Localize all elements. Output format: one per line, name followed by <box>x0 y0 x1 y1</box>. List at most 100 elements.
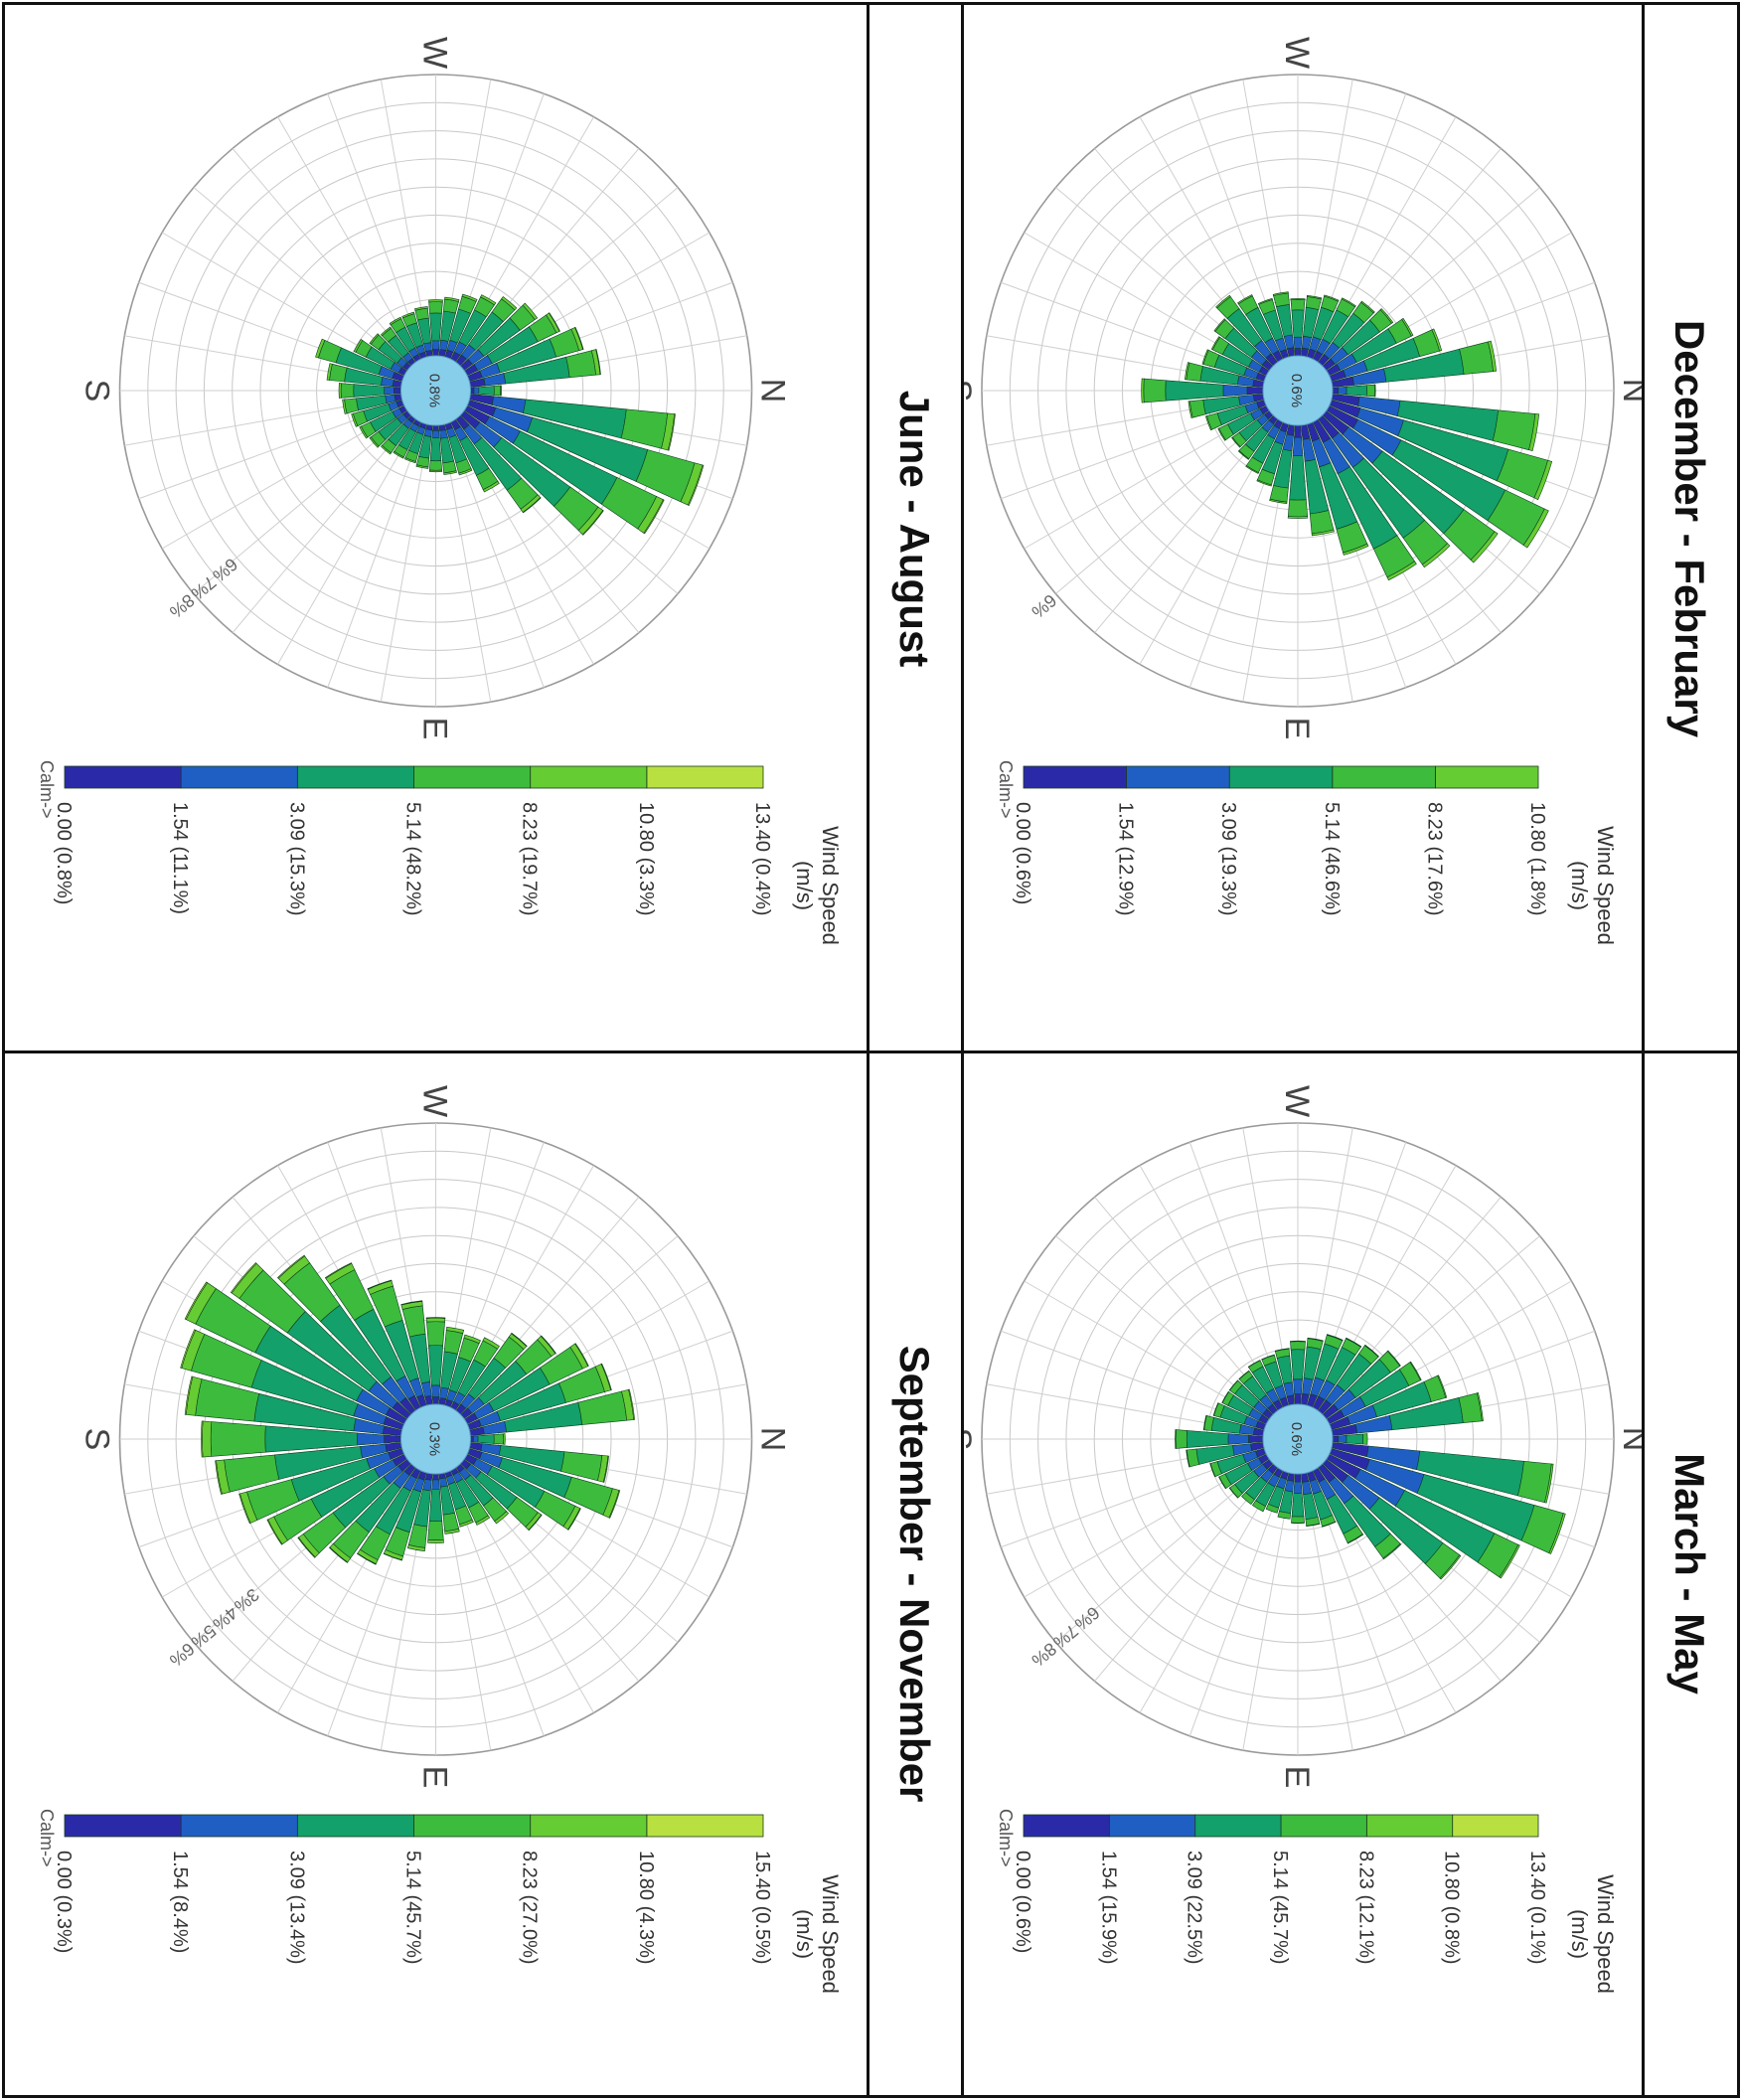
compass-label-w: W <box>416 37 454 69</box>
rose-bar-segment <box>353 338 364 353</box>
rose-bar-segment <box>1231 436 1241 448</box>
legend-entry: 1.54 (12.9%) <box>1115 802 1137 916</box>
legend-color-band <box>180 1814 298 1838</box>
rose-bar-segment <box>1143 378 1167 404</box>
rose-bar-segment <box>315 338 326 359</box>
rose-bar-segment <box>428 301 443 314</box>
legend-color-band <box>64 765 182 789</box>
rose-bar-segment <box>201 1420 204 1458</box>
rose-bar-segment <box>458 468 473 476</box>
rose-bar-segment <box>1439 1554 1462 1580</box>
legend-color-band <box>296 1814 414 1838</box>
rose-bar-segment <box>1309 510 1335 535</box>
rose-bar-segment <box>1421 543 1451 568</box>
legend-color-band <box>1126 765 1230 789</box>
rose-bar-segment <box>369 333 380 345</box>
rose-bar-segment <box>1209 1463 1216 1478</box>
rose-bar-segment <box>430 1384 441 1398</box>
rose-bar-segment <box>338 383 342 399</box>
rose-bar-segment <box>1488 340 1498 373</box>
legend-entry: 10.80 (0.8%) <box>1441 1851 1463 1965</box>
rose-bar-segment <box>443 1330 464 1355</box>
rose-bar-segment <box>1306 294 1323 300</box>
rose-bar-segment <box>574 1343 589 1368</box>
rose-bar-segment <box>1165 380 1224 402</box>
rose-bar-segment <box>328 1546 349 1563</box>
rose-bar-segment <box>210 1421 266 1457</box>
legend-color-band <box>1023 1814 1110 1838</box>
legend-entry: 10.80 (4.3%) <box>635 1851 657 1965</box>
rose-bar-segment <box>428 299 443 303</box>
rose-bar-segment <box>1272 291 1289 296</box>
calm-percentage-label: 0.8% <box>426 374 443 407</box>
rose-bar-segment <box>1322 1521 1337 1528</box>
rose-bar-segment <box>1287 516 1309 519</box>
legend-entry: 0.00 (0.6%) <box>1012 1851 1033 1953</box>
rose-bar-segment <box>1409 1361 1422 1381</box>
rose-bar-segment <box>1293 1481 1303 1494</box>
rose-bar-segment <box>444 296 460 302</box>
rose-bar-segment <box>428 460 443 471</box>
rose-bar-segment <box>688 464 705 506</box>
rose-bar-segment <box>1217 427 1226 441</box>
legend-color-band <box>1435 765 1539 789</box>
rose-bar-segment <box>574 326 584 350</box>
legend-entry: 13.40 (0.4%) <box>751 802 773 916</box>
rose-bar-segment <box>1528 413 1540 451</box>
rose-bar-segment <box>1332 387 1339 395</box>
grid-spoke <box>327 422 425 688</box>
rose-bar-segment <box>1366 384 1375 398</box>
rose-bar-segment <box>383 1552 402 1561</box>
rose-bar-segment <box>1228 1379 1239 1391</box>
compass-label-n: N <box>1616 379 1642 404</box>
rose-bar-segment <box>602 1455 609 1483</box>
legend-color-band <box>530 765 648 789</box>
rose-bar-segment <box>503 1433 506 1445</box>
rose-bar-segment <box>1294 1473 1302 1483</box>
rose-bar-segment <box>477 1434 495 1444</box>
legend-entry: 0.00 (0.6%) <box>1012 802 1033 904</box>
rose-bar-segment <box>1245 465 1259 474</box>
rose-bar-segment <box>431 1396 440 1405</box>
compass-label-w: W <box>1278 37 1316 69</box>
rose-bar-segment <box>1291 1522 1305 1524</box>
rose-bar-segment <box>461 293 478 302</box>
legend-color-band <box>180 765 298 789</box>
rose-bar-segment <box>1241 1492 1255 1506</box>
legend-calm-label: Calm-> <box>996 1809 1016 1867</box>
rose-bar-segment <box>1533 459 1553 501</box>
rose-bar-segment <box>1261 1354 1275 1361</box>
rose-bar-segment <box>353 384 386 398</box>
rose-bar-segment <box>266 1519 283 1545</box>
rose-bar-segment <box>297 1536 316 1558</box>
rose-bar-segment <box>1291 309 1305 338</box>
rose-bar-segment <box>340 383 355 399</box>
rose-bar-segment <box>1294 1393 1302 1405</box>
rose-bar-segment <box>1386 561 1417 581</box>
rose-bar-segment <box>415 464 429 469</box>
rose-bar-segment <box>620 408 669 449</box>
legend-color-band <box>646 765 764 789</box>
rose-bar-segment <box>401 311 415 319</box>
rose-bar-segment <box>1222 384 1248 398</box>
rose-bar-segment <box>1251 1500 1266 1513</box>
legend-entry: 1.54 (15.9%) <box>1097 1851 1119 1965</box>
rose-bar-segment <box>540 1335 556 1355</box>
rose-bar-segment <box>326 363 333 381</box>
legend-title: Wind Speed <box>818 1874 843 1994</box>
rose-bar-segment <box>369 436 380 448</box>
compass-label-n: N <box>1616 1427 1642 1452</box>
legend-entry: 10.80 (1.8%) <box>1526 802 1548 916</box>
legend-entry: 13.40 (0.1%) <box>1526 1851 1548 1965</box>
legend-color-band <box>296 765 414 789</box>
legend-title: (m/s) <box>792 1909 817 1959</box>
legend-color-band <box>530 1814 648 1838</box>
legend-entry: 3.09 (22.5%) <box>1184 1851 1205 1965</box>
rose-bar-segment <box>1492 409 1536 451</box>
calm-circle <box>400 1403 471 1475</box>
rose-bar-segment <box>414 306 428 311</box>
rose-bar-segment <box>1522 508 1549 549</box>
rose-bar-segment <box>431 1479 440 1490</box>
